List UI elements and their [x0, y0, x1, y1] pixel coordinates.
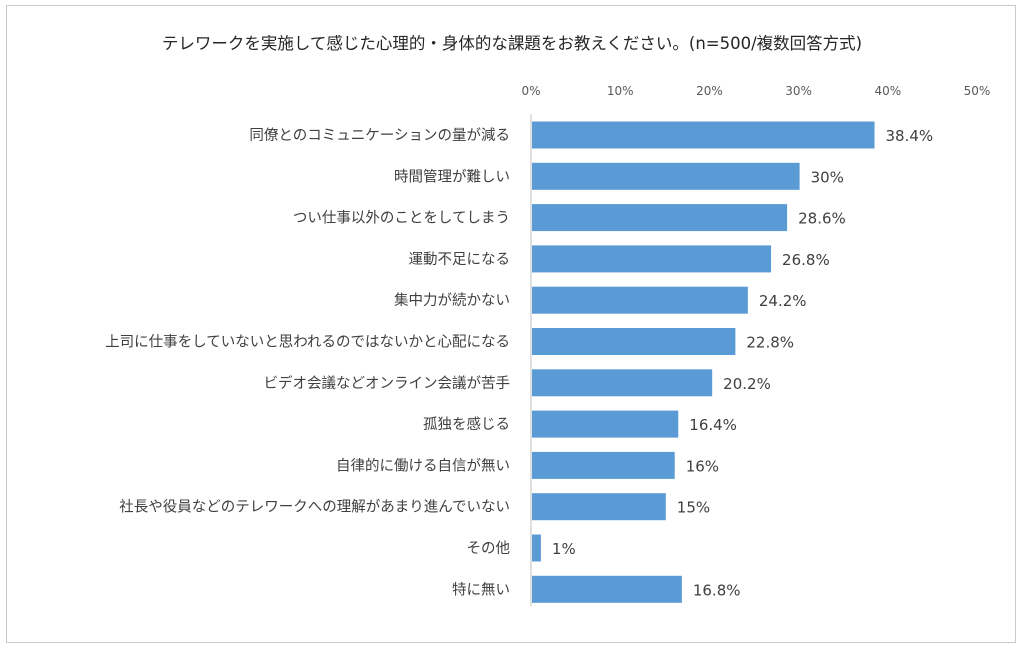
- bar: [532, 451, 675, 479]
- x-tick-label: 20%: [696, 84, 723, 98]
- bar: [532, 121, 875, 149]
- bar-value-label: 16%: [686, 457, 719, 475]
- bars: 同僚とのコミュニケーションの量が減る 38.4% 時間管理が難しい 30% つい仕事以外…: [105, 121, 934, 603]
- bar: [532, 575, 682, 603]
- bar: [532, 162, 800, 190]
- bar-value-label: 28.6%: [798, 210, 846, 228]
- category-label: 上司に仕事をしていないと思われるのではないかと心配になる: [105, 334, 510, 351]
- category-label: 同僚とのコミュニケーションの量が減る: [249, 127, 510, 144]
- category-label: 時間管理が難しい: [394, 168, 510, 185]
- category-label: 集中力が続かない: [394, 292, 510, 309]
- bar: [532, 328, 736, 355]
- category-label: 特に無い: [452, 581, 510, 598]
- bar-value-label: 16.4%: [689, 416, 737, 434]
- bar-value-label: 26.8%: [782, 251, 830, 269]
- bar-value-label: 1%: [552, 540, 576, 558]
- x-tick-label: 0%: [521, 84, 540, 98]
- bar: [532, 493, 666, 521]
- bar: [532, 369, 713, 397]
- chart-title: テレワークを実施して感じた心理的・身体的な課題をお教えください。(n=500/複…: [161, 34, 863, 53]
- x-tick-label: 10%: [607, 84, 634, 98]
- category-label: その他: [467, 540, 511, 557]
- category-label: 孤独を感じる: [423, 416, 510, 433]
- bar-value-label: 30%: [811, 168, 844, 186]
- bar-value-label: 38.4%: [886, 127, 934, 145]
- category-label: つい仕事以外のことをしてしまう: [293, 210, 510, 227]
- bar-value-label: 16.8%: [693, 581, 741, 599]
- x-tick-label: 40%: [874, 84, 901, 98]
- bar-value-label: 24.2%: [759, 292, 807, 310]
- x-tick-label: 50%: [964, 84, 991, 98]
- bar: [532, 204, 788, 232]
- x-axis-ticks: 0% 10% 20% 30% 40% 50%: [521, 84, 990, 98]
- bar-value-label: 15%: [677, 499, 710, 517]
- category-label: ビデオ会議などオンライン会議が苦手: [264, 374, 511, 392]
- x-tick-label: 30%: [785, 84, 812, 98]
- chart-frame: [6, 5, 1016, 643]
- category-label: 自律的に働ける自信が無い: [336, 457, 510, 474]
- bar: [532, 534, 541, 562]
- bar-value-label: 22.8%: [746, 334, 794, 352]
- bar-value-label: 20.2%: [723, 375, 771, 393]
- bar: [532, 245, 772, 273]
- bar: [532, 410, 679, 438]
- category-label: 社長や役員などのテレワークへの理解があまり進んでいない: [119, 499, 510, 516]
- bar: [532, 286, 748, 314]
- category-label: 運動不足になる: [409, 251, 511, 268]
